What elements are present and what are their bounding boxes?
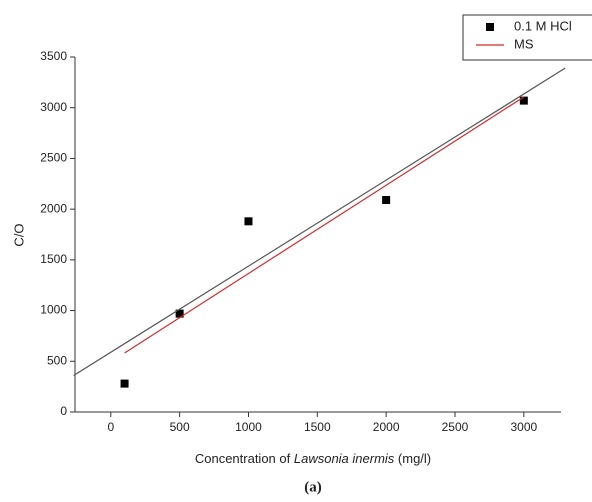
y-tick-label: 2000	[40, 201, 67, 215]
y-tick-label: 1500	[40, 252, 67, 266]
x-tick-label: 500	[170, 420, 190, 434]
caption: (a)	[304, 479, 322, 495]
legend-marker	[486, 23, 494, 31]
legend-label: 0.1 M HCl	[514, 18, 572, 33]
x-tick-label: 1000	[235, 420, 262, 434]
x-tick-label: 2000	[373, 420, 400, 434]
fit-line	[73, 67, 566, 376]
y-tick-label: 3000	[40, 100, 67, 114]
y-tick-label: 0	[60, 404, 67, 418]
y-tick-label: 2500	[40, 151, 67, 165]
y-axis-label: C/O	[11, 223, 26, 246]
x-tick-label: 0	[107, 420, 114, 434]
point	[244, 217, 253, 226]
y-tick-label: 1000	[40, 303, 67, 317]
x-label-part: Concentration of	[195, 451, 294, 466]
legend-label: MS	[514, 36, 534, 51]
x-tick-label: 1500	[304, 420, 331, 434]
point	[519, 96, 528, 105]
y-tick-label: 500	[47, 353, 67, 367]
x-label-part: Lawsonia inermis	[294, 451, 395, 466]
x-tick-label: 2500	[442, 420, 469, 434]
x-axis-label: Concentration of Lawsonia inermis (mg/l)	[195, 451, 431, 466]
x-label-part: (mg/l)	[394, 451, 431, 466]
point	[120, 379, 129, 388]
legend-box	[462, 14, 592, 61]
point	[175, 309, 184, 318]
y-tick-label: 3500	[40, 49, 67, 63]
x-tick-label: 3000	[510, 420, 537, 434]
point	[382, 196, 391, 205]
fit-line	[124, 96, 525, 354]
